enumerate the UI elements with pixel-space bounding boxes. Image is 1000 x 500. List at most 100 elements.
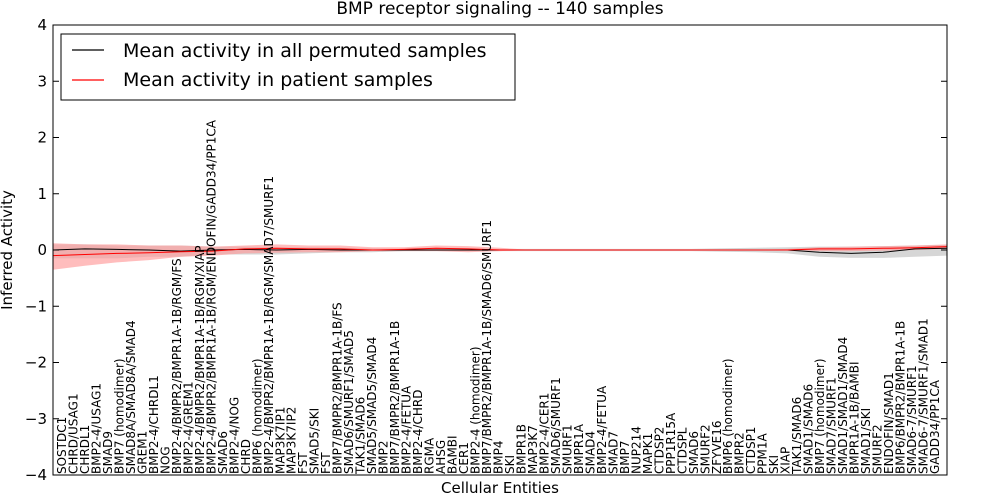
x-tick-label: CTDSP2 <box>652 427 666 474</box>
x-tick-label: NOG <box>158 446 172 474</box>
x-tick-label: SMURF1 <box>560 424 574 474</box>
x-tick-label: BMP7 (homodimer) <box>112 358 126 474</box>
line-group <box>52 246 948 257</box>
x-tick-label: SMAD8A/SMAD8A/SMAD4 <box>124 320 138 474</box>
x-tick-label: SMAD6/SMURF1 <box>549 377 563 474</box>
x-tick-label: BMP2 <box>377 441 391 474</box>
x-tick-label: SMAD6 <box>687 431 701 474</box>
x-tick-label: BMP2-4/NOG <box>227 397 241 474</box>
y-tick-label: −1 <box>25 297 47 315</box>
x-tick-label: RGMA <box>423 437 437 474</box>
x-tick-label: GREM1 <box>135 431 149 474</box>
x-tick-label: BMP2-4/USAG1 <box>90 383 104 474</box>
y-tick-label: −3 <box>25 410 47 428</box>
x-tick-label: SKI <box>503 455 517 474</box>
x-tick-label: MAPK1 <box>641 433 655 474</box>
x-tick-label: BMP2-4/CER1 <box>537 393 551 474</box>
x-tick-label: CTDSP1 <box>744 427 758 474</box>
band-group <box>53 243 947 270</box>
x-tick-label: BMP2-4/BMPR2/BMPR1A-1B/RGM/SMAD7/SMURF1 <box>262 176 276 474</box>
x-tick-label: BMP2-4/FETUA <box>595 385 609 474</box>
x-tick-label: SMAD5/SKI <box>308 408 322 474</box>
x-tick-label: SMAD1/SMAD6 <box>802 384 816 474</box>
x-tick-label: SMAD1/SKI <box>859 408 873 474</box>
y-tick-group: −4 −3 −2 −1 0 1 2 3 4 <box>25 16 947 484</box>
y-axis-label: Inferred Activity <box>0 190 16 310</box>
x-tick-label: XIAP <box>779 447 793 474</box>
x-tick-label: MAP3K7IP1 <box>273 407 287 474</box>
x-tick-label: CTDSPL <box>675 427 689 474</box>
x-tick-label: BMP6 (homodimer) <box>721 358 735 474</box>
x-tick-label: BMPR1B <box>515 424 529 474</box>
x-tick-label: BMP2-4/CHRD <box>411 390 425 474</box>
x-tick-label: CHRDL1 <box>78 425 92 474</box>
x-tick-label: SMAD9 <box>101 431 115 474</box>
x-tick-label: SMAD6/SMURF1/SMAD5 <box>342 330 356 474</box>
x-tick-label: BMP7/BMPR2/BMPR1A-1B/FS <box>331 302 345 474</box>
x-tick-label: TAK1/SMAD6 <box>354 397 368 475</box>
x-tick-label: SMAD7 <box>606 431 620 474</box>
x-tick-label: BAMBI <box>446 435 460 474</box>
legend-entry-permuted: Mean activity in all permuted samples <box>123 40 486 62</box>
legend-entry-patient: Mean activity in patient samples <box>123 69 433 91</box>
x-tick-label: AHSG <box>434 440 448 474</box>
chart-title: BMP receptor signaling -- 140 samples <box>336 0 663 19</box>
x-tick-label: MAP3K7IP2 <box>285 407 299 474</box>
x-tick-label: FST <box>296 452 310 474</box>
x-tick-label-group: SOSTDC1CHRD/USAG1CHRDL1BMP2-4/USAG1SMAD9… <box>55 119 942 475</box>
x-tick-label: FST <box>319 452 333 474</box>
x-tick-label: CHRD/USAG1 <box>67 393 81 474</box>
x-tick-label: BMP2-4/FETUA <box>400 385 414 474</box>
x-tick-label: BMP7/BMPR2/BMPR1A-1B/SMAD6/SMURF1 <box>480 220 494 474</box>
x-tick-label: TAK1/SMAD6 <box>790 397 804 475</box>
x-tick-label: BMP2-4/BMPR2/BMPR1A-1B/RGM/FS <box>170 258 184 474</box>
x-tick-label: NUP214 <box>629 426 643 474</box>
x-tick-label: BMP7 <box>618 441 632 474</box>
y-tick-label: 1 <box>37 185 47 203</box>
y-tick-label: 0 <box>37 241 47 259</box>
legend-box <box>60 33 516 101</box>
y-tick-label: 3 <box>37 72 47 90</box>
x-tick-label: GADD34/PP1CA <box>928 379 942 474</box>
x-tick-label: MAP3K7 <box>526 425 540 474</box>
x-tick-label: BMP7/BMPR2/BMPR1A-1B <box>388 321 402 474</box>
x-tick-label: SMAD1/SMAD1/SMAD4 <box>836 337 850 474</box>
x-tick-label: SMAD7/SMURF1 <box>825 377 839 474</box>
x-tick-label: BMP2-4/BMPR2/BMPR1A-1B/RGM/XIAP <box>193 245 207 474</box>
x-tick-label: BMPR1A <box>572 423 586 474</box>
x-tick-label: BMP2-4/GREM1 <box>181 381 195 474</box>
x-tick-label: PPM1A <box>756 433 770 474</box>
x-tick-label: SKI <box>767 455 781 474</box>
x-tick-label: BMP6 (homodimer) <box>250 358 264 474</box>
x-tick-label: SMAD5/SMAD5/SMAD4 <box>365 337 379 474</box>
x-tick-label: CER1 <box>457 442 471 474</box>
x-tick-label: SMAD6-7/SMURF1/SMAD1 <box>917 318 931 474</box>
x-tick-label: BMP7 (homodimer) <box>813 358 827 474</box>
x-tick-label: CHRD <box>239 439 253 474</box>
x-tick-label: BMP2-4/CHRDL1 <box>147 375 161 474</box>
x-tick-label: SMURF2 <box>871 424 885 474</box>
x-tick-label: SOSTDC1 <box>55 417 69 474</box>
x-tick-label: BMPR1A-1B/BAMBI <box>848 361 862 474</box>
y-tick-label: −4 <box>25 466 47 484</box>
y-tick-label: 4 <box>37 16 47 34</box>
x-tick-label: BMPR2 <box>733 432 747 474</box>
x-tick-label: BMP2-4 (homodimer) <box>469 346 483 474</box>
x-tick-label: PPP1R15A <box>664 412 678 474</box>
x-tick-label: BMP6/BMPR2/BMPR1A-1B <box>894 321 908 474</box>
x-tick-label: SMAD6-7/SMURF1 <box>905 365 919 474</box>
x-tick-label: BMP4 <box>492 441 506 474</box>
x-tick-label: SMAD6 <box>216 431 230 474</box>
legend: Mean activity in all permuted samples Me… <box>60 33 516 101</box>
x-axis-label: Cellular Entities <box>441 479 559 497</box>
y-tick-label: −2 <box>25 354 47 372</box>
x-tick-label: SMAD4 <box>583 431 597 474</box>
x-tick-label: ZFYVE16 <box>710 420 724 474</box>
y-tick-label: 2 <box>37 129 47 147</box>
x-tick-label: ENDOFIN/SMAD1 <box>882 372 896 474</box>
x-tick-label: SMURF2 <box>698 424 712 474</box>
x-tick-label: BMP2-4/BMPR2/BMPR1A-1B/RGM/ENDOFIN/GADD3… <box>204 119 218 474</box>
patient-mean-line <box>52 246 948 257</box>
